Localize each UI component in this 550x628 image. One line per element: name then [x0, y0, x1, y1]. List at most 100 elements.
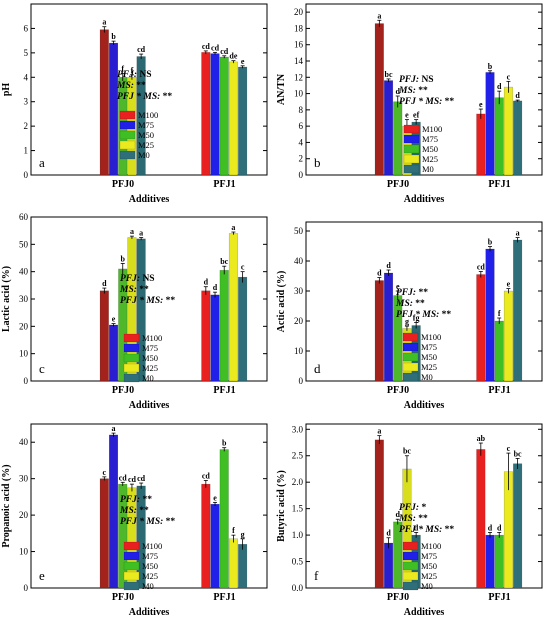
data-label: c	[241, 263, 245, 272]
y-tick-label: 0	[24, 170, 29, 180]
bar-m100-pfj1	[201, 483, 211, 589]
y-tick-label: 1.5	[292, 504, 304, 514]
stats-line: MS: **	[398, 86, 428, 96]
x-axis-label: Additives	[404, 400, 445, 411]
y-axis-label: Lactic acid (%)	[1, 266, 12, 332]
legend-label: M75	[421, 342, 437, 352]
y-tick-label: 6	[24, 23, 29, 33]
stats-value: *	[419, 503, 426, 513]
legend-swatch-m50	[119, 130, 136, 140]
stats-text: PFJ: **MS: **PFJ * MS: **	[395, 288, 451, 320]
stats-value: **	[137, 285, 149, 295]
data-label: cd	[202, 471, 211, 480]
data-label: a	[516, 229, 520, 238]
stats-line: PFJ * MS: **	[399, 524, 454, 535]
plot-frame	[305, 3, 543, 176]
legend-label: M25	[421, 362, 437, 372]
legend-label: M75	[421, 551, 437, 561]
stats-value: NS	[140, 274, 155, 284]
data-label: d	[414, 523, 419, 532]
legend-swatch-m0	[402, 581, 419, 591]
data-label: f	[131, 66, 134, 75]
legend-swatch-m100	[123, 333, 140, 343]
x-tick-label: PFJ0	[387, 385, 409, 396]
stats-factor: PFJ * MS:	[399, 96, 442, 107]
bar-m25-pfj1	[503, 290, 513, 382]
data-label: g	[241, 530, 245, 539]
data-label: e	[112, 315, 116, 324]
y-tick-label: 30	[19, 294, 29, 304]
stats-factor: PFJ * MS:	[396, 309, 439, 320]
legend-label: M75	[138, 120, 154, 130]
stats-line: MS: **	[395, 299, 425, 309]
y-tick-label: 0	[24, 583, 29, 593]
bar-m75-pfj1	[210, 294, 220, 382]
legend-label: M25	[142, 363, 158, 373]
y-tick-label: 0	[299, 376, 304, 386]
stats-value: NS	[419, 75, 434, 85]
y-tick-label: 4	[24, 72, 29, 82]
data-label: e	[405, 111, 409, 120]
panel-letter: e	[39, 568, 45, 583]
data-label: d	[377, 269, 382, 278]
data-label: a	[377, 427, 381, 436]
legend-swatch-m75	[402, 342, 419, 352]
stats-factor: PFJ:	[399, 503, 419, 513]
stats-value: **	[416, 288, 428, 298]
bar-m75-pfj1	[485, 248, 495, 382]
x-axis-label: Additives	[404, 607, 445, 618]
data-label: d	[488, 523, 493, 532]
legend-swatch-m50	[403, 144, 420, 154]
bar-m75-pfj0	[109, 434, 119, 589]
stats-line: MS: **	[398, 514, 428, 524]
y-tick-label: 14	[294, 56, 304, 66]
legend-swatch-m100	[123, 541, 140, 551]
stats-factor: PFJ * MS:	[120, 516, 163, 527]
legend-swatch-m25	[402, 571, 419, 581]
data-label: d	[386, 261, 391, 270]
y-tick-label: 10	[294, 89, 304, 99]
panel-letter: c	[39, 361, 45, 376]
y-tick-label: 2.0	[292, 477, 304, 487]
data-label: d	[515, 91, 520, 100]
stats-line: PFJ * MS: **	[396, 309, 451, 320]
data-label: a	[377, 11, 381, 20]
legend-swatch-m25	[123, 571, 140, 581]
stats-line: PFJ: *	[399, 503, 426, 513]
data-label: c	[507, 444, 511, 453]
legend-label: M0	[421, 581, 433, 591]
legend-label: M100	[142, 333, 162, 343]
data-label: cd	[119, 473, 128, 482]
legend-swatch-m100	[402, 332, 419, 342]
legend-swatch-m75	[123, 343, 140, 353]
bar-m50-pfj1	[219, 449, 229, 589]
stats-line: PFJ: **	[120, 495, 152, 505]
y-tick-label: 20	[19, 510, 29, 520]
y-axis-label: Propanoic acid (%)	[1, 464, 12, 547]
data-label: c	[103, 468, 107, 477]
bar-m100-pfj1	[476, 274, 486, 382]
data-label: d	[497, 523, 502, 532]
x-tick-label: PFJ0	[387, 179, 409, 190]
stats-factor: MS:	[119, 506, 137, 516]
y-tick-label: 50	[294, 226, 304, 236]
bar-m75-pfj0	[109, 324, 119, 382]
legend-swatch-m100	[119, 110, 136, 120]
bar-m50-pfj1	[219, 270, 229, 382]
y-tick-label: 10	[19, 349, 29, 359]
data-label: f	[498, 309, 501, 318]
data-label: cd	[220, 47, 229, 56]
y-tick-label: 10	[19, 547, 29, 557]
bar-m25-pfj1	[228, 233, 238, 382]
y-tick-label: 30	[19, 474, 29, 484]
legend-swatch-m100	[402, 541, 419, 551]
legend-swatch-m0	[403, 164, 420, 174]
y-tick-label: 6	[299, 121, 304, 131]
stats-line: MS: **	[116, 81, 146, 91]
